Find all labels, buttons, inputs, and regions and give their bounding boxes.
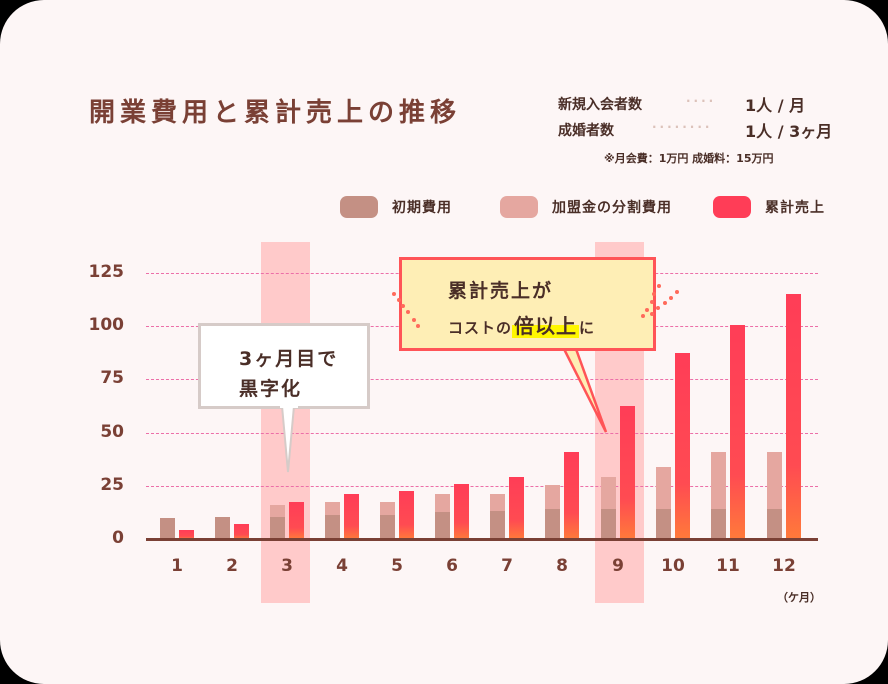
dotted-leader: ···· — [686, 94, 717, 108]
bar-franchise-fee — [435, 494, 450, 513]
bar-cumulative-sales — [179, 530, 194, 539]
bar-cumulative-sales — [289, 501, 304, 539]
bar-cumulative-sales — [786, 294, 801, 539]
legend-item-franchise-fee: 加盟金の分割費用 — [500, 196, 672, 218]
legend-label: 加盟金の分割費用 — [552, 200, 672, 216]
bar-cumulative-sales — [564, 451, 579, 539]
fee-note: ※月会費：1万円 成婚料：15万円 — [604, 152, 774, 165]
callout-multiple-pointer — [562, 348, 608, 433]
bar-franchise-fee — [656, 466, 671, 510]
bar-initial-cost — [270, 516, 285, 539]
bar-cumulative-sales — [234, 524, 249, 539]
callout-highlight: 倍以上 — [512, 314, 580, 338]
info-label: 成婚者数 — [558, 123, 614, 139]
x-tick-label: 5 — [391, 556, 403, 576]
sparkle-dots — [392, 284, 679, 328]
x-tick-label: 1 — [171, 556, 183, 576]
legend-label: 初期費用 — [392, 200, 452, 216]
callout-sales-multiple: 累計売上が コストの 倍以上に — [399, 257, 656, 351]
bar-initial-cost — [325, 514, 340, 539]
bar-initial-cost — [711, 509, 726, 539]
x-tick-label: 4 — [336, 556, 348, 576]
bar-initial-cost — [767, 509, 782, 539]
bar-initial-cost — [215, 516, 230, 539]
bar-initial-cost — [435, 512, 450, 539]
callout-text: 3ヶ月目で — [239, 348, 339, 370]
x-tick-label: 9 — [612, 556, 624, 576]
legend-label: 累計売上 — [765, 200, 825, 216]
x-tick-label: 7 — [501, 556, 513, 576]
x-tick-label: 10 — [661, 556, 685, 576]
x-tick-label: 3 — [281, 556, 293, 576]
bar-initial-cost — [160, 517, 175, 539]
callout-text: コストの 倍以上に — [448, 310, 595, 339]
grid-line — [146, 379, 818, 381]
bar-franchise-fee — [270, 504, 285, 517]
y-tick-label: 125 — [88, 262, 125, 282]
bar-cumulative-sales — [509, 477, 524, 539]
y-tick-label: 25 — [100, 474, 124, 495]
info-value: 1人 / 月 — [745, 96, 806, 115]
callout-text: 黒字化 — [239, 378, 303, 400]
legend-swatch — [713, 196, 751, 218]
bar-franchise-fee — [711, 451, 726, 510]
callout-text-post: に — [579, 319, 596, 337]
bar-cumulative-sales — [620, 406, 635, 539]
chart-title: 開業費用と累計売上の推移 — [89, 98, 462, 128]
bar-franchise-fee — [380, 501, 395, 515]
bar-initial-cost — [545, 509, 560, 539]
callout-breakeven: 3ヶ月目で 黒字化 — [198, 323, 370, 409]
grid-line — [146, 485, 818, 487]
info-value: 1人 / 3ヶ月 — [745, 122, 833, 141]
bar-franchise-fee — [767, 451, 782, 510]
bar-cumulative-sales — [675, 352, 690, 539]
callout-breakeven-pointer — [280, 406, 298, 473]
bar-cumulative-sales — [399, 491, 414, 539]
y-tick-label: 75 — [100, 368, 124, 389]
legend-item-initial-cost: 初期費用 — [340, 196, 452, 218]
x-axis-unit: （ケ月） — [777, 591, 821, 604]
y-tick-label: 50 — [100, 421, 124, 442]
bar-initial-cost — [380, 514, 395, 539]
y-tick-label: 100 — [88, 315, 125, 336]
x-tick-label: 6 — [446, 556, 458, 576]
x-axis — [146, 538, 818, 541]
bar-initial-cost — [490, 511, 505, 539]
bar-franchise-fee — [490, 494, 505, 512]
x-tick-label: 8 — [556, 556, 568, 576]
grid-line — [146, 432, 818, 434]
y-tick-label: 0 — [112, 528, 124, 548]
legend-item-cumulative-sales: 累計売上 — [713, 196, 825, 218]
bar-initial-cost — [656, 509, 671, 539]
x-tick-label: 2 — [226, 556, 238, 576]
x-tick-label: 11 — [716, 556, 740, 576]
info-label: 新規入会者数 — [558, 97, 642, 113]
bar-franchise-fee — [325, 501, 340, 515]
callout-text: 累計売上が — [448, 280, 554, 302]
bar-franchise-fee — [545, 484, 560, 510]
bar-franchise-fee — [601, 477, 616, 510]
legend-swatch — [500, 196, 538, 218]
x-tick-label: 12 — [772, 556, 796, 576]
bar-initial-cost — [601, 509, 616, 539]
dotted-leader: ········ — [652, 120, 713, 134]
callout-text-pre: コストの — [448, 319, 513, 337]
bar-cumulative-sales — [730, 325, 745, 539]
legend-swatch — [340, 196, 378, 218]
bar-cumulative-sales — [454, 483, 469, 539]
bar-cumulative-sales — [344, 494, 359, 539]
